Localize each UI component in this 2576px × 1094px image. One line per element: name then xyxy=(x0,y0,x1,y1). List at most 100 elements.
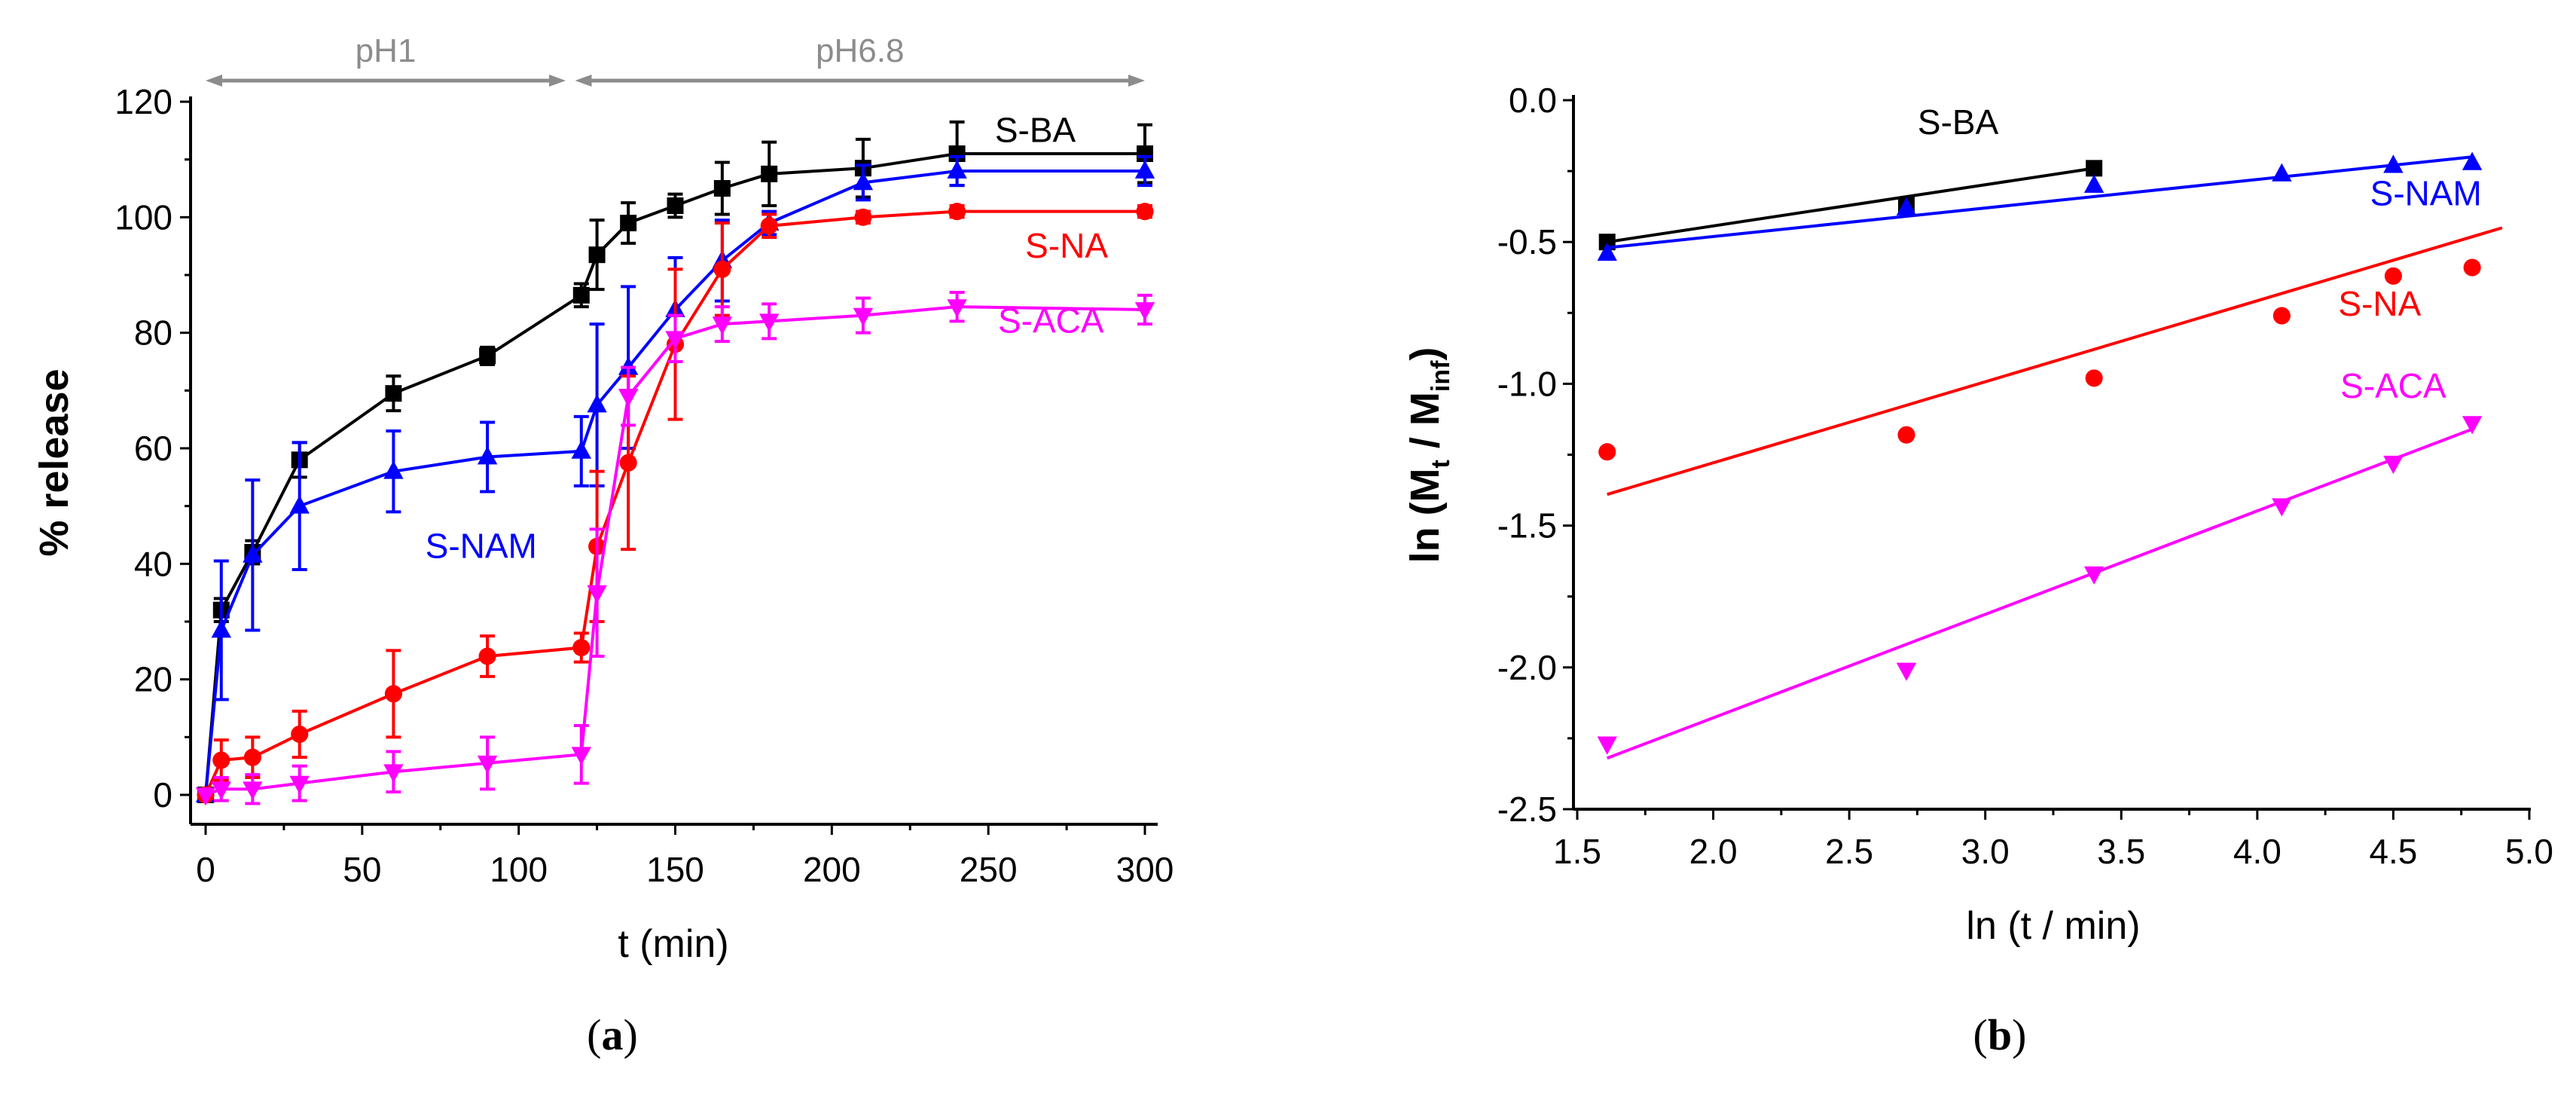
data-point xyxy=(1597,242,1617,261)
data-point xyxy=(2463,258,2481,277)
data-point xyxy=(712,316,733,335)
series-label: S-NAM xyxy=(426,527,537,566)
data-point xyxy=(477,446,498,465)
data-point xyxy=(619,454,637,472)
y-axis-label-part: ) xyxy=(1402,347,1448,361)
data-point xyxy=(1136,203,1154,221)
ph-arrow-head-right xyxy=(1128,75,1145,87)
caption-a-letter: a xyxy=(601,1010,624,1059)
data-point xyxy=(759,313,780,332)
data-point xyxy=(243,544,263,563)
data-point xyxy=(211,619,231,638)
data-point xyxy=(212,751,230,769)
data-point xyxy=(289,495,310,514)
data-point xyxy=(572,638,591,657)
y-tick-label: -0.5 xyxy=(1497,222,1557,261)
data-point xyxy=(571,440,591,459)
series-label: S-BA xyxy=(995,111,1076,150)
series-s-ba: S-BA xyxy=(197,111,1153,803)
data-point xyxy=(618,356,639,375)
fit-line xyxy=(1607,427,2473,760)
data-point xyxy=(587,585,607,604)
data-point xyxy=(384,685,402,703)
data-point xyxy=(854,208,872,226)
data-point xyxy=(713,260,731,278)
data-point xyxy=(211,781,231,800)
y-tick-label: 120 xyxy=(114,82,172,121)
data-point xyxy=(618,389,639,408)
x-tick-label: 5.0 xyxy=(2505,832,2553,871)
data-point xyxy=(1598,443,1616,461)
series-s-na: S-NA xyxy=(197,203,1154,804)
y-tick-label: 40 xyxy=(134,544,172,583)
series-label: S-NA xyxy=(1025,226,1108,265)
series-label: S-NAM xyxy=(2370,173,2482,212)
y-tick-label: 0 xyxy=(153,775,172,814)
x-tick-label: 150 xyxy=(646,850,704,889)
data-point xyxy=(243,781,263,800)
data-point xyxy=(1896,197,1917,215)
data-point xyxy=(478,647,496,665)
series-line xyxy=(204,152,1145,796)
x-axis-label: t (min) xyxy=(618,922,728,966)
data-point xyxy=(571,747,591,765)
data-point xyxy=(2086,160,2103,177)
data-point xyxy=(665,331,685,350)
series-label: S-BA xyxy=(1918,102,1999,142)
x-tick-label: 50 xyxy=(343,850,381,889)
data-point xyxy=(2462,151,2483,170)
ph-label: pH1 xyxy=(356,32,417,69)
y-axis-label: % release xyxy=(32,368,77,556)
x-tick-label: 0 xyxy=(196,850,215,889)
y-tick-label: 80 xyxy=(134,313,172,353)
x-tick-label: 4.5 xyxy=(2369,832,2417,871)
data-point xyxy=(383,460,404,479)
data-point xyxy=(947,160,967,179)
series-s-na: S-NA xyxy=(1598,226,2503,497)
data-point xyxy=(1134,302,1155,321)
caption-b-open: ( xyxy=(1973,1010,1988,1059)
data-point xyxy=(1134,160,1155,179)
data-point xyxy=(947,299,967,318)
data-point xyxy=(713,180,731,197)
x-tick-label: 1.5 xyxy=(1553,832,1601,871)
y-tick-label: 20 xyxy=(134,660,172,699)
fit-line xyxy=(1607,226,2503,497)
data-point xyxy=(2083,566,2104,585)
series-label: S-NA xyxy=(2338,284,2421,323)
data-point xyxy=(385,385,402,402)
data-point xyxy=(2085,369,2103,387)
y-tick-label: 0.0 xyxy=(1509,81,1557,120)
y-tick-label: -2.0 xyxy=(1497,648,1557,687)
y-tick-label: -1.5 xyxy=(1497,506,1557,545)
x-tick-label: 300 xyxy=(1116,850,1174,889)
data-point xyxy=(479,347,496,365)
x-tick-label: 4.0 xyxy=(2233,832,2281,871)
caption-a-open: ( xyxy=(587,1010,602,1059)
series-s-nam: S-NAM xyxy=(1597,151,2483,261)
y-axis-label: ln (Mt / Minf) xyxy=(1402,347,1455,564)
fit-line xyxy=(1607,155,2473,249)
ph-arrow-head-left xyxy=(206,75,222,87)
data-point xyxy=(2383,154,2404,173)
data-point xyxy=(289,775,310,794)
caption-b-letter: b xyxy=(1987,1010,2013,1059)
fit-line xyxy=(1607,167,2095,244)
data-point xyxy=(383,764,404,783)
series-label: S-ACA xyxy=(998,301,1104,341)
y-tick-label: 60 xyxy=(134,429,172,468)
series-s-aca: S-ACA xyxy=(1597,366,2483,760)
caption-a-close: ) xyxy=(623,1010,638,1059)
y-axis-label-part: ln (M xyxy=(1402,468,1448,563)
ph-arrow-head-left xyxy=(575,75,592,87)
data-point xyxy=(620,215,637,231)
y-axis-label-part: / M xyxy=(1402,392,1448,460)
series-s-nam: S-NAM xyxy=(195,154,1155,802)
data-point xyxy=(2462,416,2483,435)
data-point xyxy=(291,725,309,744)
x-tick-label: 100 xyxy=(490,850,548,889)
x-tick-label: 200 xyxy=(803,850,861,889)
data-point xyxy=(2083,174,2104,193)
y-tick-label: 100 xyxy=(114,197,172,237)
